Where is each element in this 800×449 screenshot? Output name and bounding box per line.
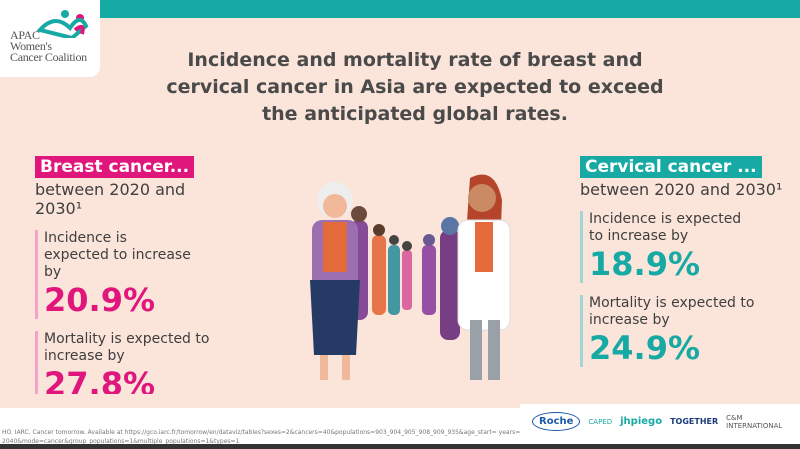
stat-value: 24.9%	[589, 329, 701, 367]
cervical-cancer-section: Cervical cancer ... between 2020 and 203…	[580, 156, 790, 367]
footer: HO. IARC. Cancer tomorrow. Available at …	[0, 394, 800, 445]
reference-text: HO. IARC. Cancer tomorrow. Available at …	[2, 429, 521, 445]
logo-line: APAC	[10, 28, 40, 42]
mortality-stat: Mortality is expected to increase by 24.…	[580, 295, 790, 367]
elderly-woman-figure	[310, 182, 360, 380]
incidence-stat: Incidence is expected to increase by 20.…	[35, 230, 235, 319]
stat-text: Incidence is expected to increase by	[44, 230, 191, 280]
roche-logo: Roche	[532, 412, 581, 431]
jhpiego-logo: jhpiego	[620, 416, 663, 427]
logo-heart-icon	[36, 10, 89, 38]
breast-cancer-section: Breast cancer... between 2020 and 2030¹ …	[35, 156, 235, 403]
mortality-stat: Mortality is expected to increase by 27.…	[35, 331, 235, 403]
stat-text: Mortality is expected to increase by	[589, 295, 755, 328]
logo-line: Cancer Coalition	[10, 50, 87, 64]
cm-international-logo: C&M INTERNATIONAL	[726, 413, 783, 430]
period: between 2020 and 2030¹	[580, 180, 783, 199]
doctor-figure	[457, 174, 511, 380]
incidence-stat: Incidence is expected to increase by 18.…	[580, 211, 790, 283]
stat-value: 20.9%	[44, 281, 156, 319]
apac-logo: APAC Women's Cancer Coalition	[0, 0, 100, 77]
page-title: Incidence and mortality rate of breast a…	[166, 49, 664, 125]
top-bar	[0, 0, 800, 18]
crowd-figures	[350, 206, 460, 340]
breast-cancer-label: Breast cancer...	[35, 156, 195, 178]
bottom-bar	[0, 444, 800, 449]
logo-line: Women's	[10, 39, 52, 53]
stat-value: 18.9%	[589, 245, 701, 283]
together-logo: TOGETHER	[670, 417, 719, 426]
cervical-cancer-label: Cervical cancer ...	[580, 156, 762, 178]
partner-logos: Roche CAPED jhpiego TOGETHER C&M INTERNA…	[532, 412, 798, 431]
women-illustration	[310, 174, 511, 380]
stat-text: Mortality is expected to increase by	[44, 331, 210, 364]
caped-logo: CAPED	[588, 417, 613, 426]
stat-text: Incidence is expected to increase by	[589, 211, 742, 244]
period: between 2020 and 2030¹	[35, 180, 186, 218]
